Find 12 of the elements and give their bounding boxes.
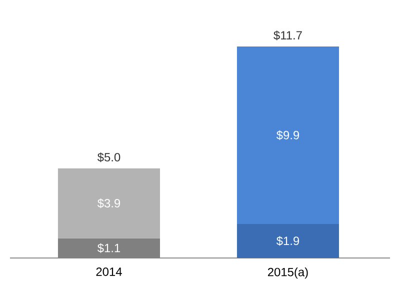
total-label: $5.0 [97,152,120,162]
data-label: $9.9 [276,130,300,140]
bar [58,168,160,238]
data-label: $1.1 [97,243,120,253]
bar [236,46,339,224]
data-label: $3.9 [97,198,120,208]
x-tick-label: 2014 [96,268,122,276]
x-tick-label: 2015(a) [268,268,308,279]
bar [236,224,339,258]
data-label: $1.9 [276,236,300,246]
total-label: $11.7 [274,30,302,40]
bar [58,238,160,258]
